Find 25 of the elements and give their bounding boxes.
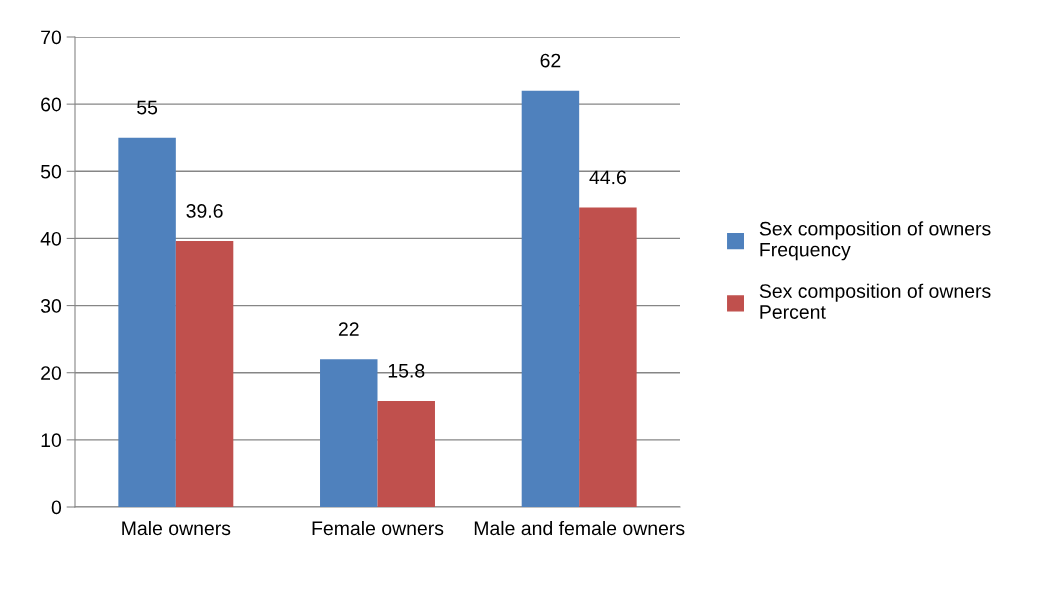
legend-label: Sex composition of owners Frequency: [759, 221, 991, 261]
bar: [320, 359, 378, 507]
y-tick-label: 30: [40, 299, 62, 313]
y-tick-label: 50: [40, 164, 62, 179]
y-tick-label: 10: [41, 433, 62, 448]
legend-label: Sex composition of owners Percent: [759, 283, 991, 319]
data-label: 62: [540, 53, 561, 68]
y-tick-label: 40: [40, 231, 62, 246]
bar: [118, 137, 176, 507]
bar: [377, 400, 435, 507]
x-tick-label: Female owners: [312, 520, 444, 536]
y-tick-label: 60: [41, 97, 62, 112]
data-label: 15.8: [388, 363, 425, 378]
data-label: 55: [137, 100, 158, 115]
x-tick-label: Male owners: [122, 520, 231, 536]
data-label: 22: [338, 322, 359, 336]
bar: [579, 207, 637, 507]
data-label: 44.6: [589, 170, 626, 185]
y-tick-label: 0: [51, 500, 62, 515]
x-tick-label: Male and female owners: [474, 520, 685, 536]
bar: [521, 90, 580, 507]
bar: [175, 241, 234, 507]
y-tick-label: 20: [41, 366, 62, 380]
y-tick-label: 70: [41, 30, 62, 45]
data-label: 39.6: [186, 204, 223, 218]
